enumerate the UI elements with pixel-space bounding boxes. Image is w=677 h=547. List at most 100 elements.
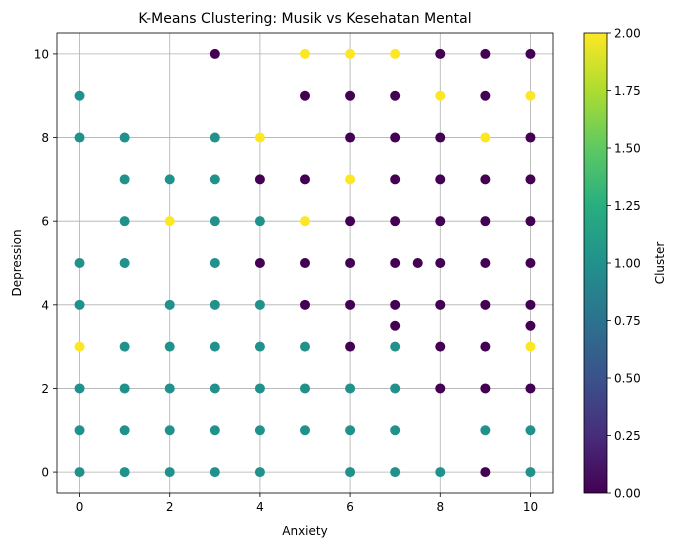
data-point xyxy=(209,216,220,227)
data-point xyxy=(345,258,356,268)
data-point xyxy=(164,299,175,310)
x-tick-label: 4 xyxy=(256,500,264,514)
y-tick-label: 0 xyxy=(41,466,49,480)
x-axis-label: Anxiety xyxy=(282,524,327,538)
data-point xyxy=(74,90,85,101)
x-tick-label: 10 xyxy=(523,500,538,514)
data-point xyxy=(345,132,356,143)
data-point xyxy=(480,174,491,185)
x-tick-label: 2 xyxy=(166,500,174,514)
data-point xyxy=(209,467,220,478)
data-point xyxy=(435,216,446,227)
data-point xyxy=(119,341,130,352)
data-point xyxy=(390,299,401,310)
y-axis-label: Depression xyxy=(10,229,24,296)
data-point xyxy=(390,467,401,478)
data-point xyxy=(300,48,310,59)
data-point xyxy=(209,258,220,268)
colorbar-tick-label: 1.50 xyxy=(614,142,641,156)
data-point xyxy=(525,383,536,394)
data-point xyxy=(164,341,175,352)
data-point xyxy=(435,341,446,352)
data-point xyxy=(254,174,265,185)
data-point xyxy=(435,132,446,143)
data-point xyxy=(209,383,220,394)
colorbar-tick-label: 2.00 xyxy=(614,27,641,41)
data-point xyxy=(480,383,491,394)
data-point xyxy=(209,299,220,310)
data-point xyxy=(525,258,536,268)
data-point xyxy=(345,467,356,478)
data-point xyxy=(254,425,265,436)
x-tick-label: 8 xyxy=(436,500,444,514)
data-point xyxy=(300,341,310,352)
data-point xyxy=(390,425,401,436)
data-point xyxy=(525,174,536,185)
chart-title: K-Means Clustering: Musik vs Kesehatan M… xyxy=(138,11,471,27)
data-point xyxy=(119,383,130,394)
data-point xyxy=(435,90,446,101)
colorbar-tick-label: 0.25 xyxy=(614,429,641,443)
data-point xyxy=(209,132,220,143)
colorbar-tick-label: 0.75 xyxy=(614,314,641,328)
data-point xyxy=(390,216,401,227)
colorbar-tick-label: 1.00 xyxy=(614,257,641,271)
data-point xyxy=(345,48,356,59)
data-point xyxy=(74,132,85,143)
data-point xyxy=(480,132,491,143)
data-point xyxy=(254,132,265,143)
data-point xyxy=(435,258,446,268)
data-point xyxy=(480,48,491,59)
data-point xyxy=(254,383,265,394)
data-point xyxy=(390,320,401,331)
data-point xyxy=(345,341,356,352)
data-point xyxy=(345,425,356,436)
data-point xyxy=(209,341,220,352)
colorbar-tick-label: 0.00 xyxy=(614,487,641,501)
data-point xyxy=(74,258,85,268)
data-point xyxy=(254,341,265,352)
data-point xyxy=(480,467,491,478)
data-point xyxy=(345,383,356,394)
data-point xyxy=(345,90,356,101)
data-point xyxy=(164,467,175,478)
data-point xyxy=(525,90,536,101)
colorbar-tick-label: 1.25 xyxy=(614,199,641,213)
x-axis-ticks: 0 2 4 6 8 10 xyxy=(76,493,538,514)
data-point xyxy=(300,174,310,185)
colorbar-tick-label: 0.50 xyxy=(614,372,641,386)
data-point xyxy=(119,216,130,227)
y-tick-label: 6 xyxy=(41,215,49,229)
data-point xyxy=(209,425,220,436)
data-point xyxy=(525,132,536,143)
data-point xyxy=(525,425,536,436)
data-point xyxy=(300,299,310,310)
data-point xyxy=(74,425,85,436)
data-point xyxy=(74,383,85,394)
data-point xyxy=(345,174,356,185)
y-tick-label: 8 xyxy=(41,131,49,145)
data-point xyxy=(345,299,356,310)
colorbar xyxy=(583,32,608,494)
data-points xyxy=(74,48,536,478)
data-point xyxy=(412,258,423,268)
data-point xyxy=(345,216,356,227)
data-point xyxy=(390,174,401,185)
y-axis-ticks: 0 2 4 6 8 10 xyxy=(34,47,57,480)
data-point xyxy=(300,90,310,101)
colorbar-ticks: 0.00 0.25 0.50 0.75 1.00 1.25 1.50 1.75 2.00 xyxy=(607,27,641,501)
data-point xyxy=(525,216,536,227)
data-point xyxy=(525,341,536,352)
data-point xyxy=(254,216,265,227)
data-point xyxy=(480,258,491,268)
data-point xyxy=(390,90,401,101)
data-point xyxy=(480,425,491,436)
data-point xyxy=(74,467,85,478)
data-point xyxy=(390,383,401,394)
data-point xyxy=(525,467,536,478)
y-tick-label: 10 xyxy=(34,47,49,61)
data-point xyxy=(435,467,446,478)
x-tick-label: 6 xyxy=(346,500,354,514)
data-point xyxy=(164,425,175,436)
